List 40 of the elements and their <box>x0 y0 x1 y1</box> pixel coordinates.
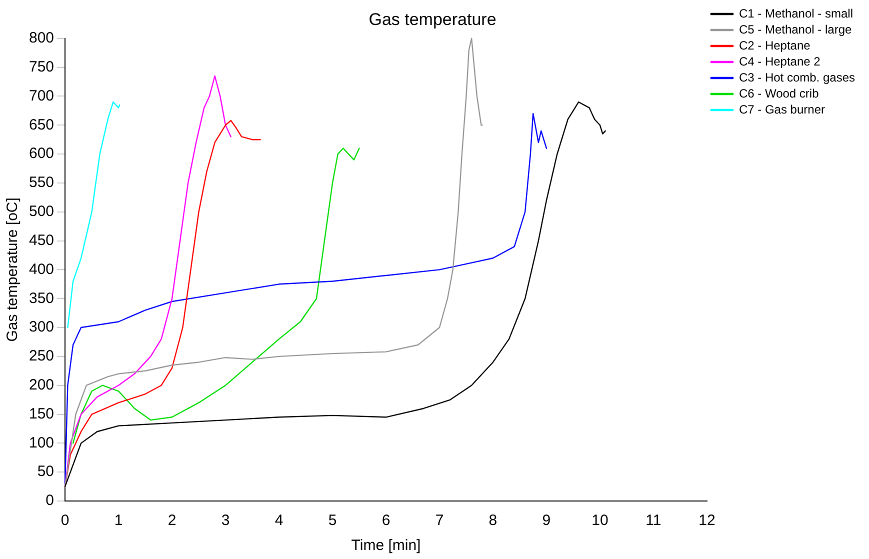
x-tick-label: 4 <box>274 512 284 530</box>
x-tick-label: 8 <box>488 512 498 530</box>
y-tick-label: 150 <box>28 405 54 422</box>
y-tick-label: 800 <box>28 30 54 47</box>
legend-label: C5 - Methanol - large <box>738 22 852 36</box>
x-tick-label: 2 <box>168 512 176 530</box>
y-tick-label: 450 <box>28 232 54 249</box>
chart-title: Gas temperature <box>368 10 496 29</box>
y-tick-label: 600 <box>28 145 54 162</box>
y-tick-label: 500 <box>28 203 54 220</box>
y-tick-label: 400 <box>28 260 54 278</box>
x-tick-label: 5 <box>328 512 337 530</box>
y-tick-label: 750 <box>28 58 54 76</box>
legend-label: C4 - Heptane 2 <box>738 54 821 68</box>
y-tick-label: 100 <box>28 434 54 452</box>
x-tick-label: 10 <box>592 512 608 530</box>
y-tick-label: 50 <box>37 463 54 480</box>
legend-label: C3 - Hot comb. gases <box>738 70 855 84</box>
x-tick-label: 7 <box>435 512 444 530</box>
legend-label: C1 - Methanol - small <box>738 6 853 20</box>
y-tick-label: 650 <box>28 116 54 134</box>
y-tick-label: 250 <box>28 348 54 365</box>
x-tick-label: 1 <box>114 512 123 530</box>
x-tick-label: 0 <box>60 512 70 530</box>
x-tick-label: 9 <box>542 512 551 530</box>
x-tick-label: 11 <box>646 512 662 530</box>
x-tick-label: 6 <box>382 512 390 530</box>
legend-label: C2 - Heptane <box>738 38 811 52</box>
legend-label: C6 - Wood crib <box>738 86 820 100</box>
y-tick-label: 350 <box>28 290 54 307</box>
y-tick-label: 200 <box>28 376 54 394</box>
y-tick-label: 700 <box>28 87 54 104</box>
x-tick-label: 12 <box>698 512 716 530</box>
legend-label: C7 - Gas burner <box>738 102 825 116</box>
y-tick-label: 300 <box>28 318 54 336</box>
x-axis-title: Time [min] <box>351 537 421 554</box>
x-tick-label: 3 <box>221 512 230 530</box>
y-tick-label: 0 <box>46 492 54 510</box>
y-axis-title: Gas temperature [oC] <box>4 198 22 342</box>
y-tick-label: 550 <box>28 174 54 192</box>
